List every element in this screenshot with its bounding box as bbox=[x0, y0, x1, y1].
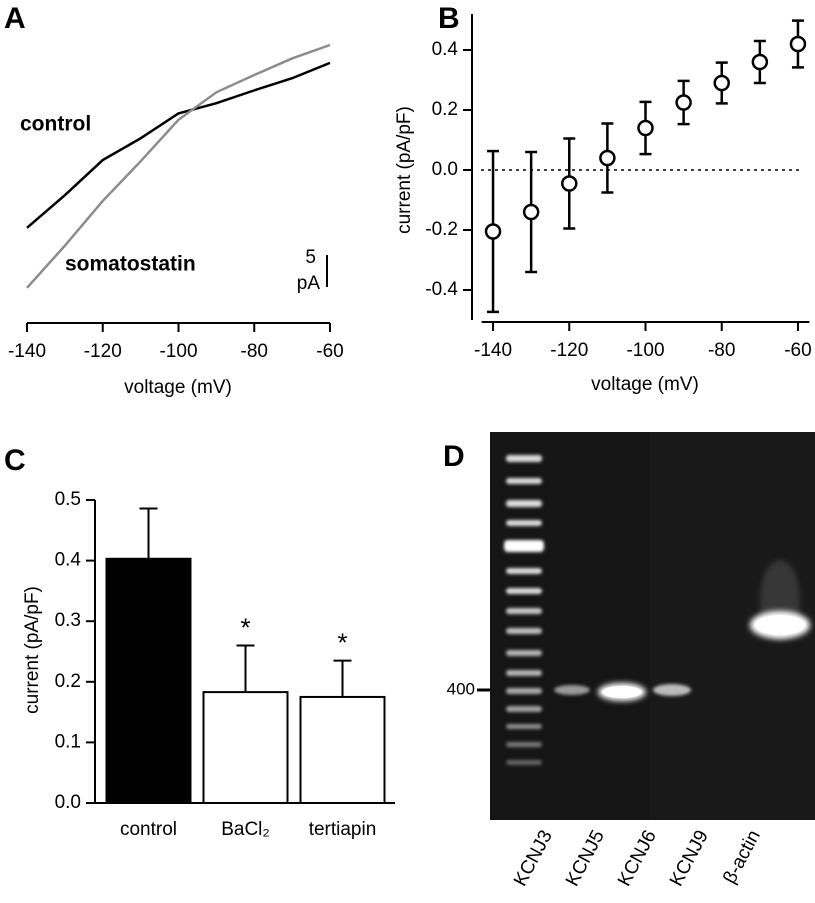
y-tick-label: 0.4 bbox=[432, 39, 459, 60]
scale-bar-value: 5 bbox=[305, 247, 316, 268]
x-axis-label: voltage (mV) bbox=[591, 374, 699, 395]
point bbox=[789, 35, 807, 53]
point bbox=[637, 119, 654, 137]
y-tick-label: -0.4 bbox=[425, 279, 458, 300]
y-tick-label: 0.1 bbox=[55, 731, 81, 752]
annotation: * bbox=[240, 612, 250, 642]
y-tick-label: 0.3 bbox=[55, 610, 81, 631]
marker-label: 400 bbox=[447, 679, 475, 698]
point bbox=[484, 223, 502, 240]
gel-image bbox=[477, 432, 815, 820]
y-tick-label: 0.0 bbox=[55, 792, 81, 813]
y-tick-label: 0.4 bbox=[55, 550, 82, 571]
lane-label: KCNJ6 bbox=[614, 827, 661, 890]
bar bbox=[105, 557, 192, 804]
panel-label: A bbox=[4, 2, 26, 35]
y-tick-label: 0.2 bbox=[432, 99, 458, 120]
point bbox=[522, 203, 540, 221]
point bbox=[751, 53, 769, 71]
panel-label: C bbox=[4, 444, 26, 477]
y-tick-label: 0.5 bbox=[55, 489, 81, 510]
lane-label: KCNJ5 bbox=[562, 827, 609, 890]
x-tick-label: tertiapin bbox=[309, 819, 377, 840]
point bbox=[599, 149, 616, 167]
scale-bar-unit: pA bbox=[297, 273, 321, 294]
panel-label: B bbox=[438, 2, 460, 35]
y-tick-label: 0.0 bbox=[432, 159, 458, 180]
x-tick-label: BaCl₂ bbox=[221, 819, 270, 840]
series-label: somatostatin bbox=[65, 253, 196, 276]
point bbox=[713, 74, 730, 92]
x-tick-label: -60 bbox=[784, 340, 811, 361]
x-tick-label: -80 bbox=[241, 341, 268, 362]
y-axis-label: current (pA/pF) bbox=[22, 586, 43, 714]
x-tick-label: -80 bbox=[708, 340, 735, 361]
lane-label: KCNJ9 bbox=[666, 827, 713, 890]
x-tick-label: -100 bbox=[626, 340, 664, 361]
x-axis-label: voltage (mV) bbox=[124, 377, 232, 398]
series-label: control bbox=[20, 113, 91, 136]
x-tick-label: control bbox=[120, 819, 177, 840]
x-tick-label: -100 bbox=[159, 341, 197, 362]
x-tick-label: -120 bbox=[84, 341, 122, 362]
x-tick-label: -60 bbox=[316, 341, 343, 362]
annotation: * bbox=[337, 627, 347, 657]
y-axis-label: current (pA/pF) bbox=[394, 106, 415, 234]
lane-label: β-actin bbox=[719, 827, 764, 888]
x-tick-label: -140 bbox=[474, 340, 512, 361]
bar bbox=[202, 691, 289, 804]
x-tick-label: -140 bbox=[8, 341, 46, 362]
trace bbox=[26, 61, 331, 229]
lane-label: KCNJ3 bbox=[510, 827, 557, 890]
x-tick-label: -120 bbox=[550, 340, 588, 361]
bar bbox=[299, 695, 386, 805]
trace bbox=[26, 43, 331, 289]
y-tick-label: -0.2 bbox=[425, 219, 458, 240]
point bbox=[675, 94, 692, 111]
point bbox=[561, 175, 578, 192]
lane-labels: KCNJ3 KCNJ5 KCNJ6 KCNJ9 β-actin bbox=[510, 827, 765, 890]
panel-label: D bbox=[443, 440, 465, 473]
y-tick-label: 0.2 bbox=[55, 671, 81, 692]
